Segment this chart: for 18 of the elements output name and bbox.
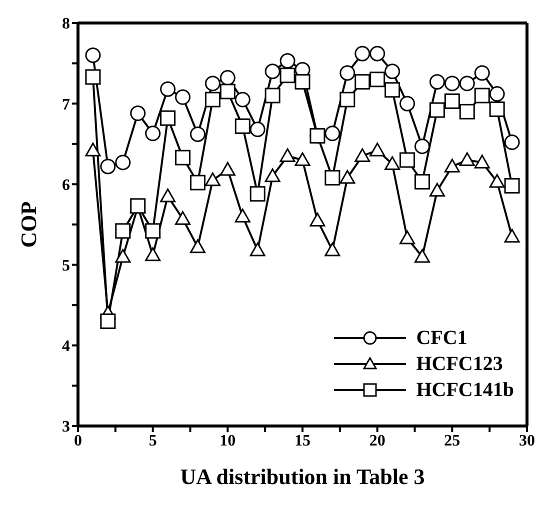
x-tick-label: 0 — [74, 432, 82, 450]
legend-label: CFC1 — [416, 326, 468, 350]
legend-label: HCFC141b — [416, 378, 514, 402]
y-tick-label: 5 — [62, 257, 70, 274]
x-tick-label: 30 — [519, 432, 535, 450]
x-tick-label: 15 — [294, 432, 310, 450]
x-tick-label: 10 — [220, 432, 236, 450]
x-tick-label: 20 — [369, 432, 386, 450]
x-axis-title: UA distribution in Table 3 — [180, 464, 425, 489]
legend-label: HCFC123 — [416, 352, 503, 376]
y-tick-label: 6 — [62, 176, 70, 194]
x-tick-label: 25 — [444, 432, 460, 450]
y-tick-label: 8 — [62, 16, 70, 33]
y-axis-title: COP — [16, 201, 41, 248]
y-tick-label: 4 — [62, 338, 70, 356]
y-tick-label: 7 — [62, 96, 70, 114]
y-tick-label: 3 — [62, 418, 70, 436]
x-tick-label: 5 — [148, 432, 157, 450]
